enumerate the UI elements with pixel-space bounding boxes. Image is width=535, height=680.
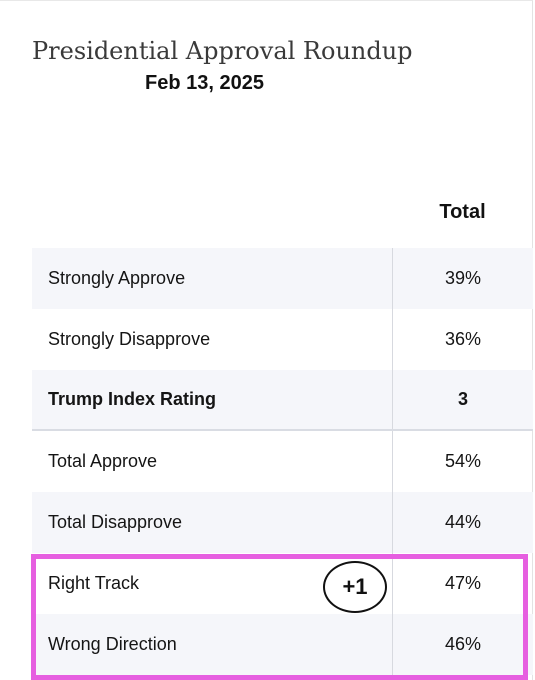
table-row: Total Disapprove 44% xyxy=(32,492,533,553)
row-label: Total Disapprove xyxy=(48,512,183,532)
table-row-index: Trump Index Rating 3 xyxy=(32,370,533,431)
row-value: 54% xyxy=(392,431,533,492)
table-row: Wrong Direction 46% xyxy=(32,614,533,675)
row-value: 36% xyxy=(392,309,533,370)
row-value: 39% xyxy=(392,248,533,309)
row-value: 46% xyxy=(392,614,533,675)
report-date: Feb 13, 2025 xyxy=(145,72,264,94)
row-label: Trump Index Rating xyxy=(48,389,217,409)
row-value: 3 xyxy=(392,370,533,429)
approval-table: Strongly Approve 39% Strongly Disapprove… xyxy=(32,248,533,675)
row-value: 47% xyxy=(392,553,533,614)
table-row: Right Track 47% xyxy=(32,553,533,614)
row-label: Wrong Direction xyxy=(48,634,177,654)
table-row: Total Approve 54% xyxy=(32,431,533,492)
row-label: Right Track xyxy=(48,573,140,593)
column-header-total: Total xyxy=(439,201,486,223)
row-label: Total Approve xyxy=(48,451,158,471)
row-value: 44% xyxy=(392,492,533,553)
page-title: Presidential Approval Roundup xyxy=(32,37,413,65)
delta-annotation: +1 xyxy=(323,561,387,613)
row-label: Strongly Approve xyxy=(48,268,186,288)
table-row: Strongly Disapprove 36% xyxy=(32,309,533,370)
table-row: Strongly Approve 39% xyxy=(32,248,533,309)
row-label: Strongly Disapprove xyxy=(48,329,211,349)
